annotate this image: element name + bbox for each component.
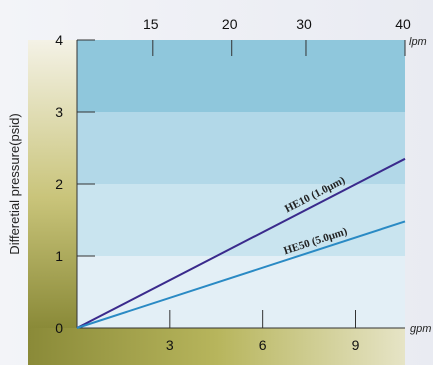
x-top-tick-label: 15 — [143, 16, 159, 32]
bottom-gradient-strip — [28, 328, 405, 365]
y-ticks: 0 1 2 3 4 — [55, 32, 95, 336]
band-3 — [77, 40, 405, 112]
x-top-tick-label: 20 — [222, 16, 238, 32]
left-gradient-strip — [28, 40, 78, 328]
x-bottom-tick-label: 6 — [259, 337, 267, 353]
y-axis-label: Differetial pressure(psid) — [7, 113, 22, 254]
y-tick-label: 4 — [55, 32, 63, 48]
x-bottom-tick-label: 9 — [352, 337, 360, 353]
series-line-0 — [76, 157, 406, 329]
x-bottom-unit: gpm — [410, 323, 431, 335]
y-tick-label: 2 — [55, 176, 63, 192]
band-1 — [77, 184, 405, 256]
band-2 — [77, 112, 405, 184]
x-top-unit: lpm — [409, 36, 427, 48]
band-0 — [77, 256, 405, 328]
x-bottom-tick-label: 3 — [166, 337, 174, 353]
y-tick-label: 1 — [55, 248, 63, 264]
x-top-tick-label: 40 — [395, 16, 411, 32]
x-top-tick-label: 30 — [296, 16, 312, 32]
background-bands — [77, 40, 405, 328]
x-ticks-top: 15 20 30 40 — [143, 16, 411, 56]
y-tick-label: 3 — [55, 104, 63, 120]
y-tick-label: 0 — [55, 320, 63, 336]
series-line-1 — [76, 220, 406, 329]
x-ticks-bottom: 3 6 9 — [166, 310, 360, 353]
